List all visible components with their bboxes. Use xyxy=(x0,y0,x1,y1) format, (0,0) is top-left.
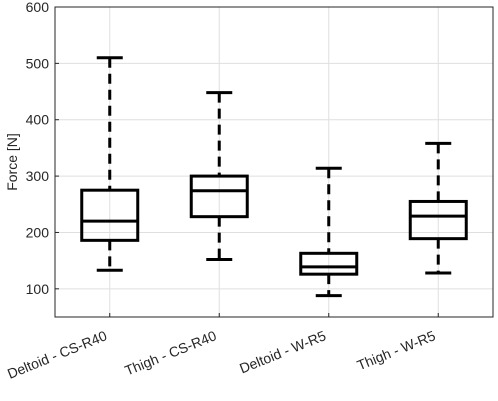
plot-frame xyxy=(54,6,494,318)
y-axis-title: Force [N] xyxy=(4,133,20,191)
y-tick-label: 500 xyxy=(26,55,50,71)
box-group xyxy=(80,56,140,272)
y-tick-layer: 100 200 300 400 500 600 xyxy=(26,0,59,297)
iqr-box xyxy=(299,251,359,276)
y-tick-label: 200 xyxy=(26,224,50,240)
x-tick-layer: Deltoid - CS-R40 Thigh - CS-R40 Deltoid - … xyxy=(5,313,439,382)
y-tick-label: 100 xyxy=(26,281,50,297)
iqr-box xyxy=(408,199,468,241)
x-tick-label: Thigh - CS-R40 xyxy=(122,327,218,378)
box-layer xyxy=(80,56,468,298)
x-tick-label: Deltoid - CS-R40 xyxy=(5,327,109,382)
y-tick-label: 300 xyxy=(26,168,50,184)
x-tick-label: Deltoid - W-R5 xyxy=(237,327,328,376)
box-group xyxy=(408,141,468,275)
x-tick-label: Thigh - W-R5 xyxy=(355,327,438,373)
y-tick-label: 600 xyxy=(26,0,50,15)
box-group xyxy=(299,166,359,298)
iqr-box xyxy=(189,174,249,219)
y-tick-label: 400 xyxy=(26,112,50,128)
iqr-box xyxy=(80,188,140,242)
box-group xyxy=(189,91,249,262)
